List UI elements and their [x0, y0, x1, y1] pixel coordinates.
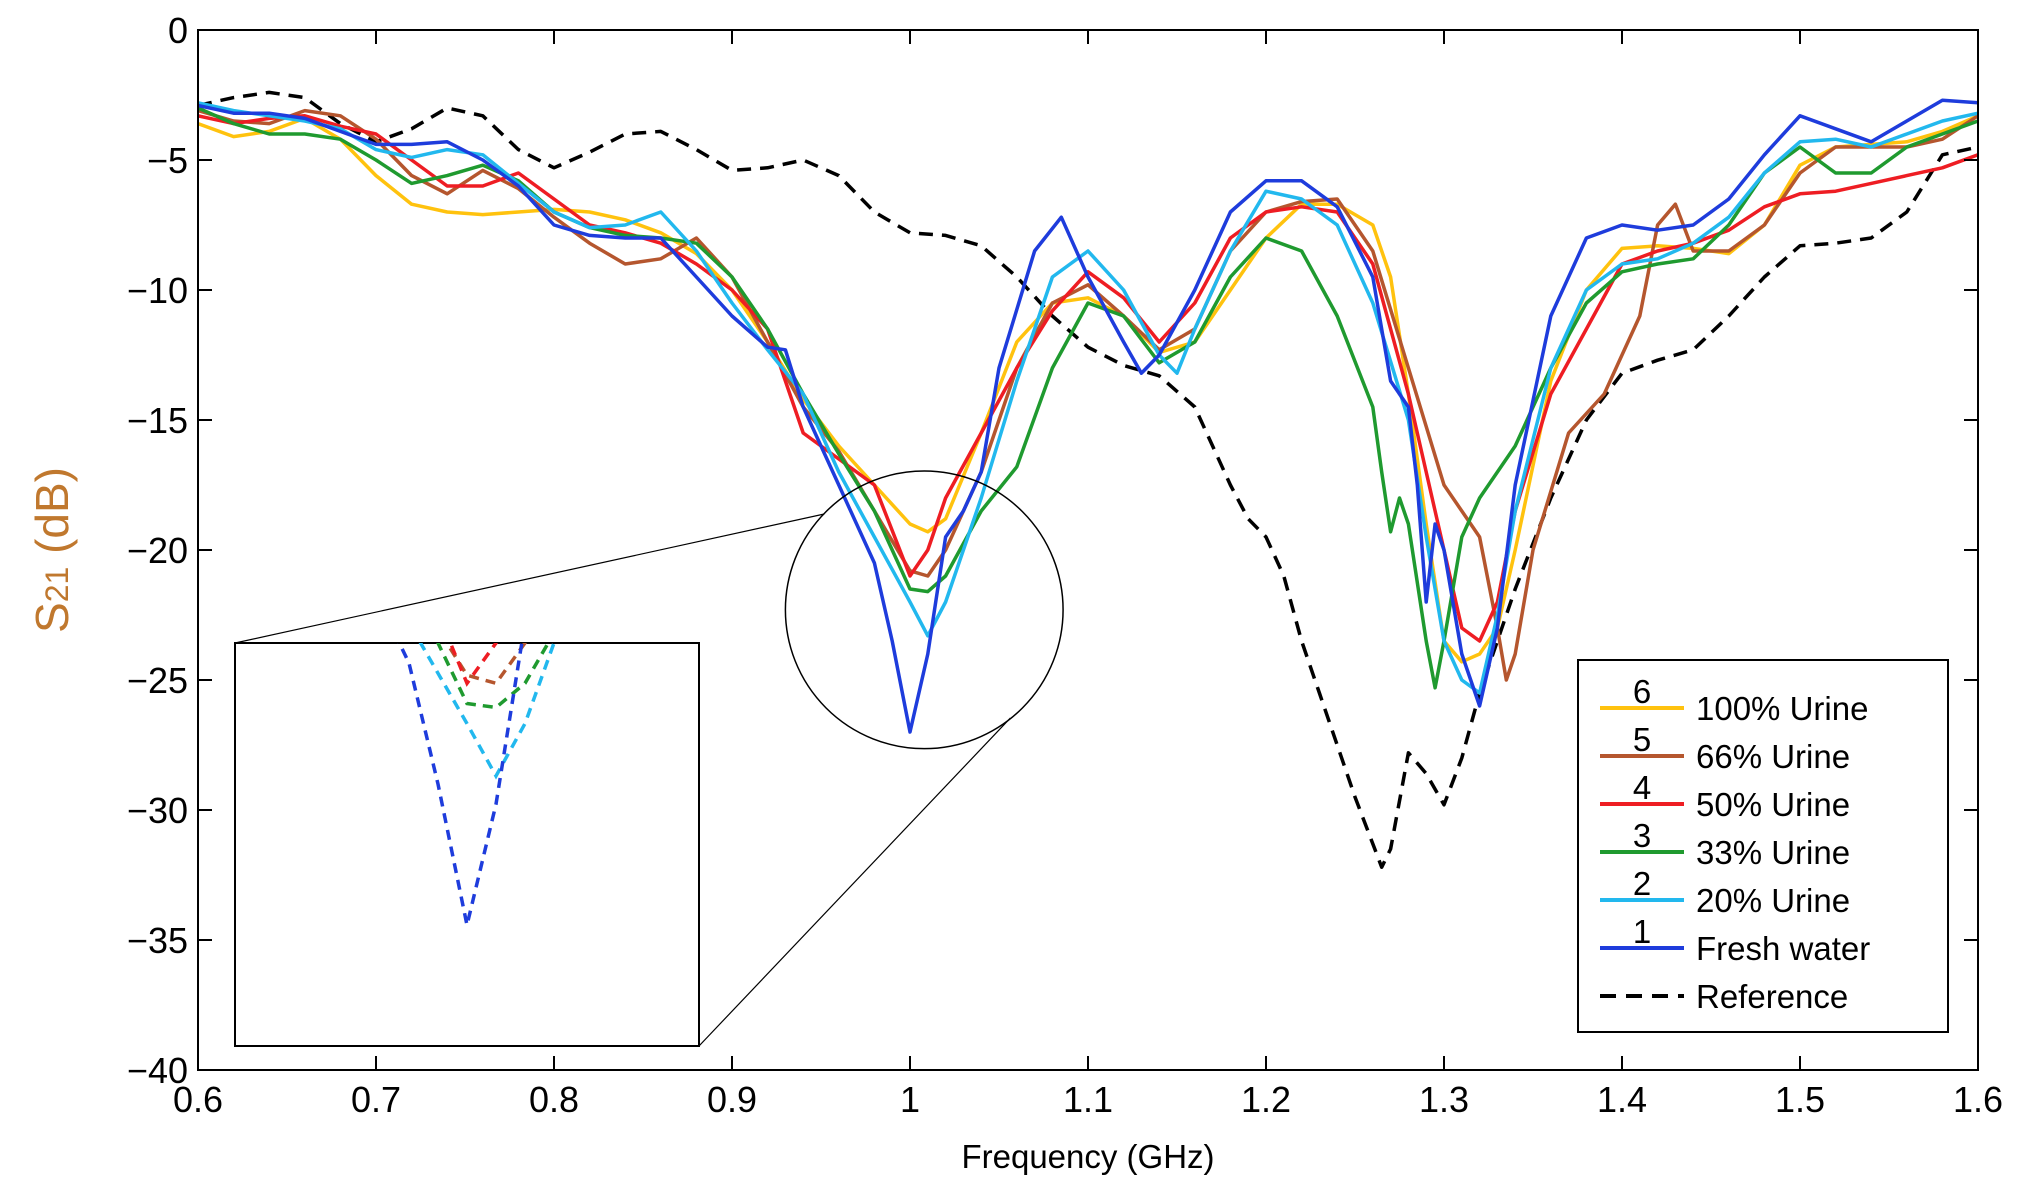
x-tick-label: 1.4	[1597, 1079, 1647, 1120]
series-line-50-urine	[198, 114, 1978, 643]
x-axis-label: Frequency (GHz)	[961, 1138, 1214, 1175]
legend-label-33-urine: 33% Urine	[1696, 834, 1850, 871]
legend-label-fresh-water: Fresh water	[1696, 930, 1870, 967]
x-tick-label: 0.6	[173, 1079, 223, 1120]
y-axis-label: S21 (dB)	[26, 467, 78, 633]
x-tick-label: 1.2	[1241, 1079, 1291, 1120]
x-tick-label: 1.5	[1775, 1079, 1825, 1120]
inset-frame	[234, 642, 700, 1047]
series-line-reference	[198, 90, 1978, 869]
y-tick-label: −40	[127, 1050, 188, 1091]
y-tick-label: −20	[127, 530, 188, 571]
zoom-connector-bottom	[698, 717, 1011, 1047]
x-tick-label: 1	[900, 1079, 920, 1120]
legend-number: 6	[1633, 673, 1651, 710]
legend-number: 4	[1633, 769, 1651, 806]
legend-number: 2	[1633, 865, 1651, 902]
y-axis-label-sub: 21	[39, 567, 75, 603]
zoom-layer	[234, 470, 1064, 1047]
legend-label-50-urine: 50% Urine	[1696, 786, 1850, 823]
y-tick-label: −10	[127, 270, 188, 311]
legend-number: 1	[1633, 913, 1651, 950]
y-tick-label: 0	[168, 10, 188, 51]
x-tick-label: 1.6	[1953, 1079, 2003, 1120]
x-tick-label: 0.9	[707, 1079, 757, 1120]
legend-label-20-urine: 20% Urine	[1696, 882, 1850, 919]
y-tick-label: −25	[127, 660, 188, 701]
y-tick-label: −30	[127, 790, 188, 831]
series-layer	[198, 90, 1978, 869]
zoom-connector-top	[234, 513, 825, 644]
legend-label-100-urine: 100% Urine	[1696, 690, 1868, 727]
y-tick-label: −5	[147, 140, 188, 181]
legend-number: 5	[1633, 721, 1651, 758]
y-axis-label-main: S	[26, 602, 78, 633]
x-tick-label: 0.7	[351, 1079, 401, 1120]
x-tick-label: 1.1	[1063, 1079, 1113, 1120]
series-line-20-urine	[198, 101, 1978, 695]
y-tick-label: −35	[127, 920, 188, 961]
series-line-fresh-water	[198, 98, 1978, 734]
legend-label-66-urine: 66% Urine	[1696, 738, 1850, 775]
y-tick-label: −15	[127, 400, 188, 441]
y-axis-label-unit: (dB)	[26, 467, 78, 567]
legend-box	[1577, 659, 1949, 1033]
ticks-layer: 0.6 0.7 0.8 0.9 1 1.1 1.2 1.3 1.4 1.5 1.6 0 −5 −10 −15…	[127, 10, 2003, 1120]
legend-number: 3	[1633, 817, 1651, 854]
legend: 6 100% Urine 5 66% Urine 4 50% Urine 3 33% Uri…	[1577, 659, 1949, 1033]
x-tick-label: 0.8	[529, 1079, 579, 1120]
legend-label-reference: Reference	[1696, 978, 1848, 1015]
zoom-circle	[784, 470, 1064, 750]
x-tick-label: 1.3	[1419, 1079, 1469, 1120]
